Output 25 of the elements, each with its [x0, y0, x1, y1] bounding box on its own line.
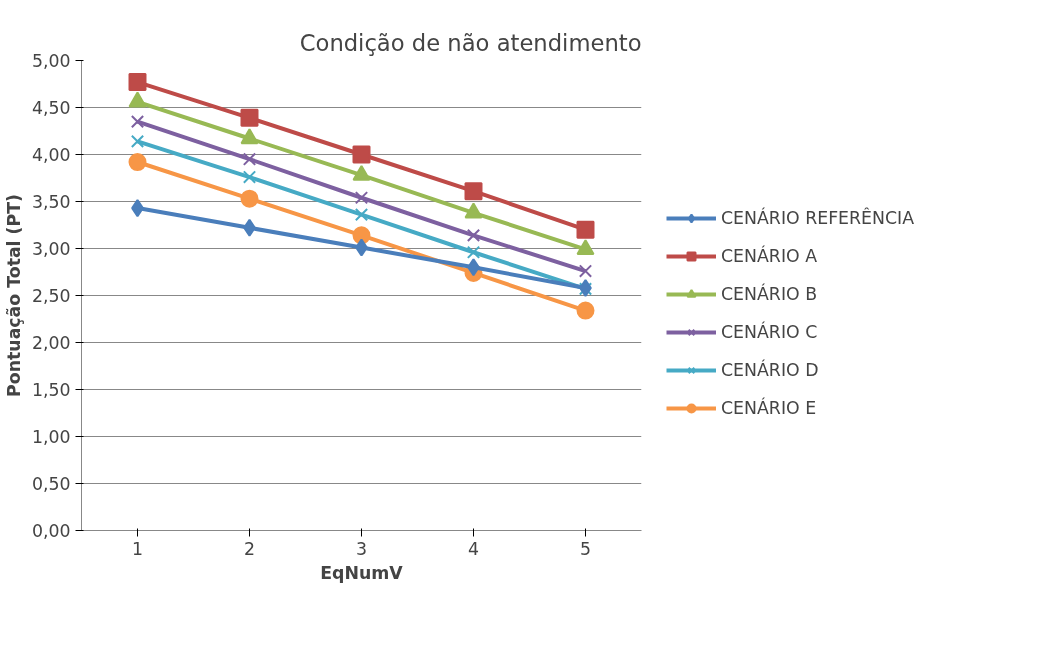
legend-label: CENÁRIO B: [721, 283, 818, 304]
legend-label: CENÁRIO REFERÊNCIA: [721, 207, 915, 228]
legend-label: CENÁRIO A: [721, 245, 818, 266]
chart-title: Condição de não atendimento: [299, 29, 642, 56]
x-tick-label: 4: [467, 538, 480, 559]
y-tick-label: 0,50: [31, 474, 71, 494]
legend-label: CENÁRIO D: [721, 359, 819, 380]
y-tick-label: 4,00: [31, 145, 71, 165]
y-tick-label: 4,50: [31, 98, 71, 118]
y-tick-label: 3,50: [31, 192, 71, 212]
y-tick-label: 3,00: [31, 239, 71, 259]
y-tick-label: 1,50: [31, 380, 71, 400]
y-tick-label: 2,00: [31, 333, 71, 353]
x-axis-title: EqNumV: [320, 562, 404, 583]
y-tick-label: 2,50: [31, 286, 71, 306]
x-tick-label: 2: [243, 538, 256, 559]
legend-label: CENÁRIO C: [721, 321, 818, 342]
y-tick-label: 1,00: [31, 427, 71, 447]
y-tick-label: 5,00: [31, 51, 71, 71]
x-tick-label: 5: [579, 538, 592, 559]
x-tick-label: 3: [355, 538, 368, 559]
x-tick-label: 1: [131, 538, 144, 559]
y-tick-label: 0,00: [31, 521, 71, 541]
y-axis-title: Pontuação Total (PT): [3, 194, 24, 397]
legend-label: CENÁRIO E: [721, 397, 817, 418]
